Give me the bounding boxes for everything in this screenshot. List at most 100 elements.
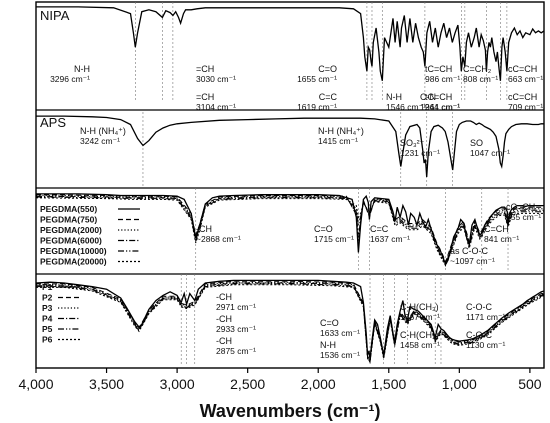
peak-wavenumber-655: 655 cm⁻¹ [506, 212, 541, 222]
peak-label-3242: N-H (NH₄⁺) [80, 126, 126, 136]
peak-label-808: C=CH₂ [463, 64, 492, 74]
peak-wavenumber-3242: 3242 cm⁻¹ [80, 136, 120, 146]
legend-label-p6: P6 [42, 335, 53, 345]
spectrum-line-pegdma-10000- [35, 196, 544, 267]
panel-labels: NIPA APS [40, 8, 70, 130]
spectrum-line-panel-1 [36, 6, 545, 81]
x-tick-label-1500: 1,500 [371, 376, 406, 392]
x-tick-label-2000: 2,000 [301, 376, 336, 392]
x-tick-label-2500: 2,500 [230, 376, 265, 392]
peak-label-1637: C=C [370, 224, 389, 234]
x-tick-label-500: 500 [518, 376, 542, 392]
legend-label-pegdma-550-: PEGDMA(550) [40, 204, 97, 214]
peak-label-1244: C-N [420, 92, 436, 102]
legend-label-pegdma-2000-: PEGDMA(2000) [40, 225, 102, 235]
peak-label-1546: N-H [386, 92, 402, 102]
legend-label-p4: P4 [42, 314, 53, 324]
peak-label-1130: C-O-C [466, 330, 492, 340]
peak-wavenumber-1047: 1047 cm⁻¹ [470, 148, 510, 158]
panel-label-nipa: NIPA [40, 8, 70, 23]
spectrum-line-p5 [36, 283, 545, 364]
peak-label-663: cC=CH [508, 64, 537, 74]
x-tick-label-4000: 4,000 [18, 376, 53, 392]
peak-label-1097: as C-O-C [450, 246, 489, 256]
peak-wavenumber-986: 986 cm⁻¹ [425, 74, 460, 84]
legend-label-p3: P3 [42, 303, 53, 313]
peak-label-1619: C=C [319, 92, 338, 102]
legend-label-pegdma-10000-: PEGDMA(10000) [40, 246, 107, 256]
peak-label-1415: N-H (NH₄⁺) [318, 126, 364, 136]
legend-label-pegdma-750-: PEGDMA(750) [40, 215, 97, 225]
peak-label-2875: -CH [216, 336, 232, 346]
panel-label-aps: APS [40, 115, 66, 130]
spectrum-line-panel-2 [36, 115, 544, 178]
peak-wavenumber-2875: 2875 cm⁻¹ [216, 346, 256, 356]
peak-label-1633: C=O [320, 318, 339, 328]
peak-label-655: cC=CH [506, 202, 535, 212]
peak-label-1171: C-O-C [466, 302, 492, 312]
peak-wavenumber-1637: 1637 cm⁻¹ [370, 234, 410, 244]
spectrum-line-p6 [36, 284, 545, 364]
legend-label-p5: P5 [42, 324, 53, 334]
x-tick-label-1000: 1,000 [442, 376, 477, 392]
spectrum-line-p2 [36, 280, 545, 363]
peak-wavenumber-2971: 2971 cm⁻¹ [216, 302, 256, 312]
peak-wavenumber-3296: 3296 cm⁻¹ [50, 74, 90, 84]
legend-label-p2: P2 [42, 293, 53, 303]
peak-wavenumber-1536: 1536 cm⁻¹ [320, 350, 360, 360]
peak-label-709: cC=CH [508, 92, 537, 102]
peak-wavenumber-1715: 1715 cm⁻¹ [314, 234, 354, 244]
peak-wavenumber-1367: 1367 cm⁻¹ [400, 312, 440, 322]
spectra [35, 6, 545, 364]
peak-label-2933: -CH [216, 314, 232, 324]
peak-wavenumber-1244: 1244 cm⁻¹ [420, 102, 460, 112]
peak-wavenumber-3030: 3030 cm⁻¹ [196, 74, 236, 84]
peak-wavenumber-1633: 1633 cm⁻¹ [320, 328, 360, 338]
legend-label-p1: P1 [42, 282, 53, 292]
peak-label-1655: C=O [318, 64, 337, 74]
peak-wavenumber-841: 841 cm⁻¹ [484, 234, 519, 244]
spectrum-line-pegdma-20000- [35, 197, 544, 267]
spectrum-line-pegdma-750- [35, 194, 544, 264]
x-axis-title: Wavenumbers (cm⁻¹) [200, 401, 381, 421]
peak-label-1458: C-H(CH₃) [400, 330, 439, 340]
peak-label-1715: C=O [314, 224, 333, 234]
peak-wavenumber-961: 961 cm⁻¹ [425, 102, 460, 112]
peak-wavenumber-2933: 2933 cm⁻¹ [216, 324, 256, 334]
peak-wavenumber-663: 663 cm⁻¹ [508, 74, 543, 84]
peak-label-986: tC=CH [425, 64, 452, 74]
x-axis: 4,000 3,500 3,000 2,500 2,000 1,500 1,000 500 [18, 368, 542, 392]
legends: PEGDMA(550)PEGDMA(750)PEGDMA(2000)PEGDMA… [40, 204, 140, 345]
peak-wavenumber-3104: 3104 cm⁻¹ [196, 102, 236, 112]
peak-label-1536: N-H [320, 340, 336, 350]
peak-wavenumber-2868: ~2868 cm⁻¹ [196, 234, 241, 244]
x-tick-label-3000: 3,000 [160, 376, 195, 392]
peak-wavenumber-709: 709 cm⁻¹ [508, 102, 543, 112]
peak-wavenumber-1655: 1655 cm⁻¹ [297, 74, 337, 84]
plot-frame [35, 1, 545, 369]
peak-wavenumber-1231: 1231 cm⁻¹ [400, 148, 440, 158]
peak-label-3296: N-H [74, 64, 90, 74]
peak-label-1047: SO [470, 138, 483, 148]
peak-label-2868: -CH [196, 224, 212, 234]
peak-wavenumber-1546: 1546 cm⁻¹ [386, 102, 426, 112]
peak-label-3030: =CH [196, 64, 214, 74]
peak-wavenumber-1171: 1171 cm⁻¹ [466, 312, 505, 322]
peak-wavenumber-808: 808 cm⁻¹ [463, 74, 498, 84]
peak-label-1231: SO₃²⁻ [400, 138, 425, 148]
x-tick-label-3500: 3,500 [89, 376, 124, 392]
peak-label-2971: -CH [216, 292, 232, 302]
peak-wavenumber-1619: 1619 cm⁻¹ [297, 102, 337, 112]
peak-label-3104: =CH [196, 92, 214, 102]
legend-label-pegdma-20000-: PEGDMA(20000) [40, 257, 107, 267]
peak-label-841: C=CH [484, 224, 509, 234]
peak-wavenumber-1415: 1415 cm⁻¹ [318, 136, 358, 146]
peak-label-961: tC=CH [425, 92, 452, 102]
peak-wavenumber-1458: 1458 cm⁻¹ [400, 340, 440, 350]
peak-wavenumber-1097: ~1097 cm⁻¹ [450, 256, 495, 266]
peak-label-1367: C-H(CH₃) [400, 302, 439, 312]
legend-label-pegdma-6000-: PEGDMA(6000) [40, 236, 102, 246]
guide-lines [135, 2, 509, 366]
